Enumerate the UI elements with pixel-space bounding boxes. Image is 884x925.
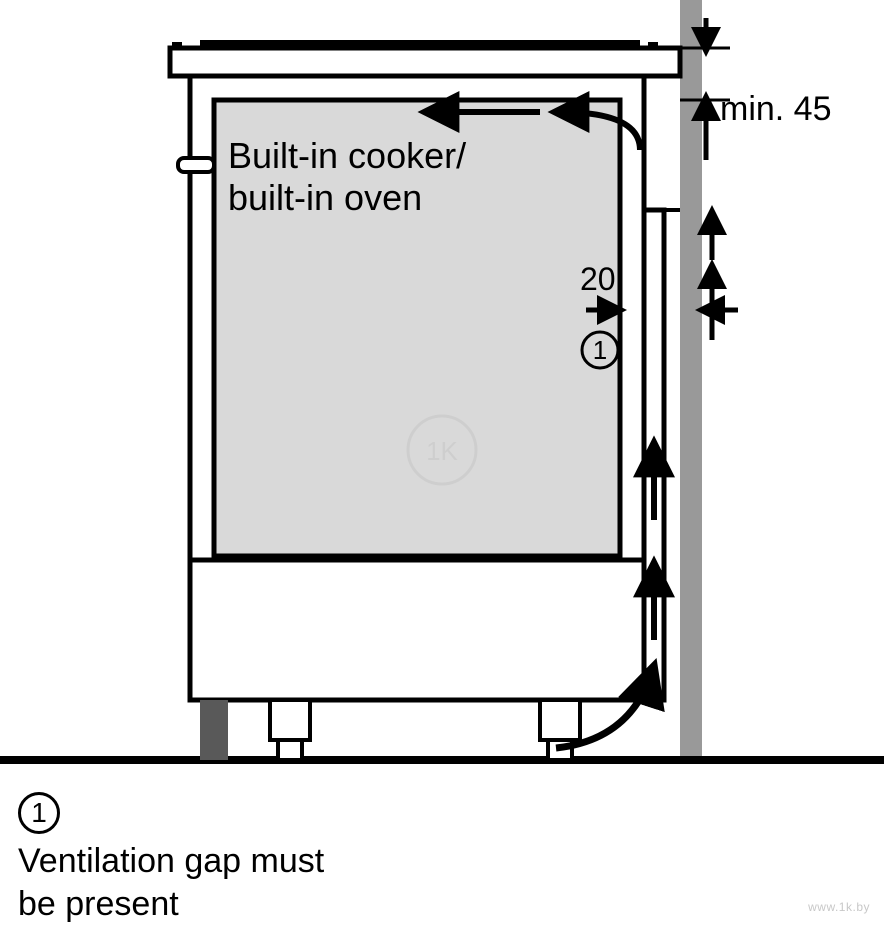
legend-text-line2: be present: [18, 883, 324, 925]
watermark-text: www.1k.by: [808, 900, 870, 914]
plinth-block: [200, 700, 228, 760]
legend: 1 Ventilation gap must be present: [18, 790, 324, 925]
leg-left: [270, 700, 310, 760]
oven-label-line2: built-in oven: [228, 177, 422, 218]
dimension-top-gap-label: min. 45: [720, 90, 832, 128]
legend-callout-num: 1: [18, 792, 60, 834]
svg-text:1K: 1K: [426, 436, 458, 466]
legend-text-line1: Ventilation gap must: [18, 840, 324, 883]
callout-1-num: 1: [593, 335, 607, 365]
oven-label-line1: Built-in cooker/: [228, 135, 466, 176]
installation-diagram: Built-in cooker/ built-in oven min. 45 2…: [0, 0, 884, 780]
dimension-gap-20-label: 20: [580, 261, 616, 297]
wall: [680, 0, 702, 760]
dimension-top-gap: min. 45: [680, 18, 832, 160]
oven-handle: [178, 158, 214, 172]
cooktop: [200, 40, 640, 50]
countertop: [170, 48, 680, 76]
